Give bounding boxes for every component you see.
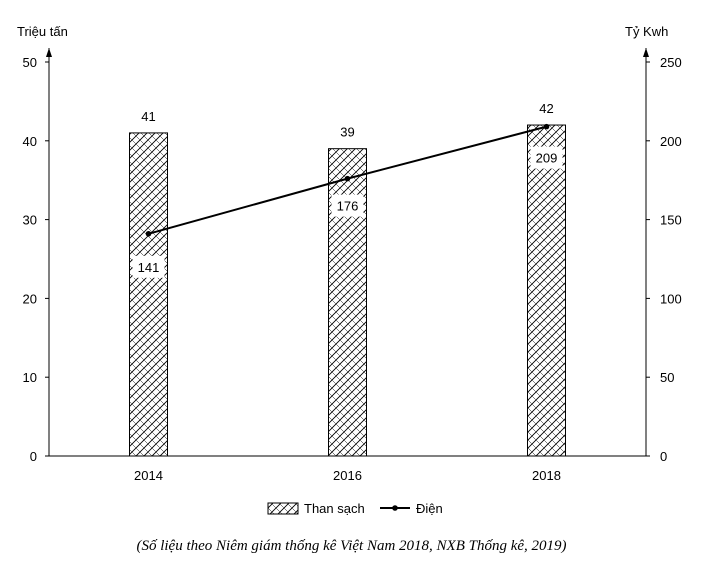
right-axis-arrow	[643, 48, 649, 57]
left-tick-label: 20	[23, 291, 37, 306]
source-caption: (Số liệu theo Niêm giám thống kê Việt Na…	[136, 538, 567, 554]
combo-chart: 0 10 20 30 40 50 0 50 100 150 200 250 Triệu tấn Tỷ Kw…	[17, 24, 682, 516]
left-tick-label: 10	[23, 370, 37, 385]
line-value-label: 141	[138, 260, 160, 275]
left-tick-label: 30	[23, 213, 37, 228]
right-tick-label: 250	[660, 55, 682, 70]
line-series	[145, 123, 550, 237]
right-tick-label: 150	[660, 213, 682, 228]
line-point	[145, 230, 152, 237]
right-tick-label: 0	[660, 449, 667, 464]
line-point	[543, 123, 550, 130]
bar-value-label: 42	[539, 101, 553, 116]
left-tick-label: 0	[30, 449, 37, 464]
x-tick-label: 2018	[532, 468, 561, 483]
right-tick-label: 50	[660, 370, 674, 385]
right-tick-label: 100	[660, 291, 682, 306]
line-label-bg	[132, 255, 165, 278]
bars	[129, 124, 566, 457]
left-tick-label: 40	[23, 134, 37, 149]
line-label-bg	[530, 146, 563, 169]
bar-value-label: 41	[141, 109, 155, 124]
line-label-bg	[331, 194, 364, 217]
bar-value-label: 39	[340, 125, 354, 140]
bar	[527, 124, 566, 457]
left-tick-label: 50	[23, 55, 37, 70]
right-tick-label: 200	[660, 134, 682, 149]
x-tick-label: 2016	[333, 468, 362, 483]
left-axis-label: Triệu tấn	[17, 24, 68, 39]
line-point	[344, 175, 351, 182]
legend-swatch-bar	[267, 502, 299, 515]
legend: Than sạch Điện	[267, 501, 443, 516]
data-labels: 41 39 42 141 176 209	[132, 101, 563, 278]
x-tick-label: 2014	[134, 468, 163, 483]
legend-label-line: Điện	[416, 501, 443, 516]
legend-swatch-point	[392, 505, 398, 511]
line-value-label: 209	[536, 151, 558, 166]
legend-label-bar: Than sạch	[304, 501, 365, 516]
right-axis-label: Tỷ Kwh	[625, 24, 668, 39]
left-axis-arrow	[46, 48, 52, 57]
line-value-label: 176	[337, 199, 359, 214]
bar	[129, 132, 168, 457]
